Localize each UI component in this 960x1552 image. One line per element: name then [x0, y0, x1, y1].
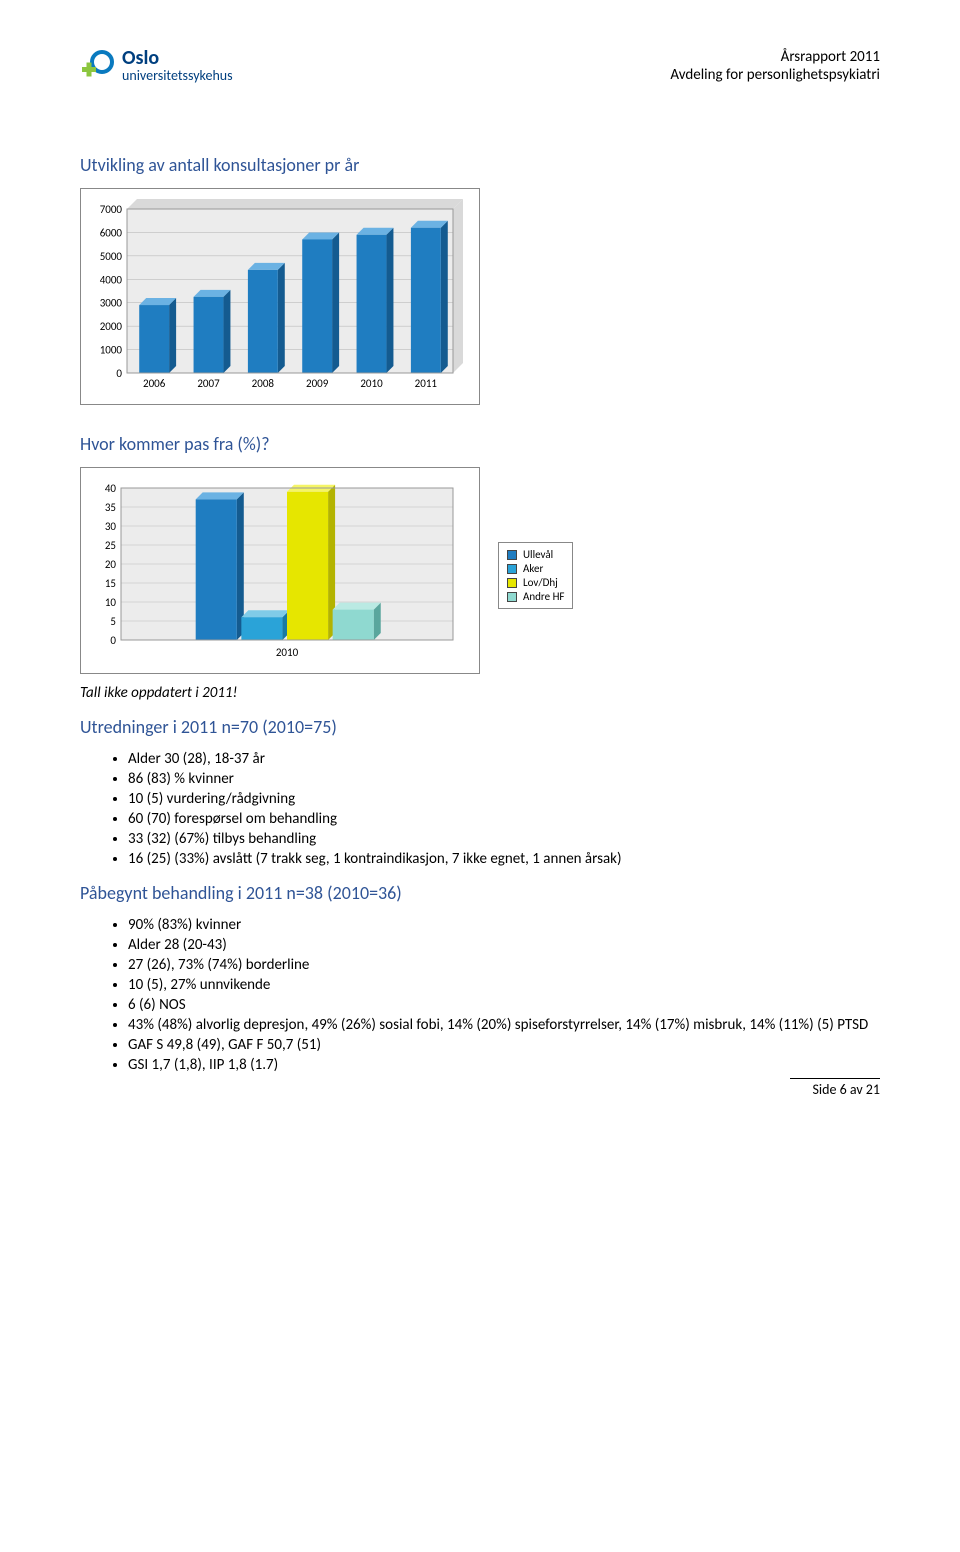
svg-text:20: 20: [105, 558, 117, 571]
page-footer: Side 6 av 21: [790, 1078, 880, 1098]
legend-swatch-icon: [507, 592, 517, 602]
footer-rule: [790, 1078, 880, 1079]
chart1-svg: 0 1000 2000 3000 4000 5000 6000 7000 2006 2007 200…: [87, 195, 467, 395]
svg-text:1000: 1000: [100, 344, 123, 357]
section3-list: Alder 30 (28), 18-37 år 86 (83) % kvinner…: [80, 750, 880, 868]
svg-text:2010: 2010: [276, 646, 299, 659]
svg-text:25: 25: [105, 539, 116, 552]
svg-text:2009: 2009: [306, 377, 329, 390]
page-number: Side 6 av 21: [812, 1081, 880, 1098]
chart-consultations: 0 1000 2000 3000 4000 5000 6000 7000 2006 2007 200…: [80, 188, 480, 405]
legend-label: Ullevål: [523, 548, 553, 561]
list-item: 60 (70) forespørsel om behandling: [128, 810, 880, 828]
list-item: Alder 30 (28), 18-37 år: [128, 750, 880, 768]
svg-text:2010: 2010: [360, 377, 383, 390]
legend-swatch-icon: [507, 550, 517, 560]
section2-note: Tall ikke oppdatert i 2011!: [80, 684, 880, 702]
list-item: Alder 28 (20-43): [128, 936, 880, 954]
svg-text:2006: 2006: [143, 377, 166, 390]
svg-text:0: 0: [110, 634, 116, 647]
legend-item: Andre HF: [507, 590, 564, 603]
legend-item: Ullevål: [507, 548, 564, 561]
list-item: 86 (83) % kvinner: [128, 770, 880, 788]
chart1-frame: 0 1000 2000 3000 4000 5000 6000 7000 2006 2007 200…: [80, 188, 480, 405]
svg-text:2007: 2007: [197, 377, 220, 390]
svg-text:30: 30: [105, 520, 117, 533]
section3-title: Utredninger i 2011 n=70 (2010=75): [80, 716, 880, 738]
section4-title: Påbegynt behandling i 2011 n=38 (2010=36…: [80, 882, 880, 904]
logo-line1: Oslo: [122, 48, 233, 68]
svg-text:7000: 7000: [100, 203, 123, 216]
svg-text:3000: 3000: [100, 297, 123, 310]
list-item: 6 (6) NOS: [128, 996, 880, 1014]
svg-text:5000: 5000: [100, 250, 123, 263]
svg-text:40: 40: [105, 482, 117, 495]
legend-item: Lov/Dhj: [507, 576, 564, 589]
legend-label: Lov/Dhj: [523, 576, 558, 589]
legend-label: Aker: [523, 562, 543, 575]
section4-list: 90% (83%) kvinner Alder 28 (20-43) 27 (26)…: [80, 916, 880, 1074]
list-item: 10 (5) vurdering/rådgivning: [128, 790, 880, 808]
section1-title: Utvikling av antall konsultasjoner pr år: [80, 154, 880, 176]
svg-text:15: 15: [105, 577, 116, 590]
chart2-frame: 0 5 10 15 20 25 30 35 40 2010: [80, 467, 480, 674]
department-name: Avdeling for personlighetspsykiatri: [670, 66, 880, 84]
chart2-legend: UllevålAkerLov/DhjAndre HF: [498, 542, 573, 609]
chart-origin: 0 5 10 15 20 25 30 35 40 2010: [80, 467, 480, 674]
list-item: GSI 1,7 (1,8), IIP 1,8 (1.7): [128, 1056, 880, 1074]
logo: Oslo universitetssykehus: [80, 48, 233, 83]
list-item: GAF S 49,8 (49), GAF F 50,7 (51): [128, 1036, 880, 1054]
list-item: 90% (83%) kvinner: [128, 916, 880, 934]
page-header: Oslo universitetssykehus Årsrapport 2011…: [80, 48, 880, 84]
svg-text:4000: 4000: [100, 273, 123, 286]
svg-text:0: 0: [116, 367, 122, 380]
report-title: Årsrapport 2011: [670, 48, 880, 66]
list-item: 43% (48%) alvorlig depresjon, 49% (26%) …: [128, 1016, 880, 1034]
svg-text:5: 5: [110, 615, 116, 628]
logo-text: Oslo universitetssykehus: [122, 48, 233, 83]
list-item: 33 (32) (67%) tilbys behandling: [128, 830, 880, 848]
hospital-logo-icon: [80, 49, 114, 83]
list-item: 10 (5), 27% unnvikende: [128, 976, 880, 994]
chart2-row: 0 5 10 15 20 25 30 35 40 2010 UllevålAkerLov/DhjA…: [80, 467, 880, 684]
list-item: 16 (25) (33%) avslått (7 trakk seg, 1 ko…: [128, 850, 880, 868]
chart2-svg: 0 5 10 15 20 25 30 35 40 2010: [87, 474, 467, 664]
legend-item: Aker: [507, 562, 564, 575]
svg-text:10: 10: [105, 596, 117, 609]
list-item: 27 (26), 73% (74%) borderline: [128, 956, 880, 974]
svg-text:35: 35: [105, 501, 116, 514]
svg-text:6000: 6000: [100, 226, 123, 239]
legend-label: Andre HF: [523, 590, 564, 603]
svg-text:2000: 2000: [100, 320, 123, 333]
legend-swatch-icon: [507, 578, 517, 588]
section2-title: Hvor kommer pas fra (%)?: [80, 433, 880, 455]
header-right: Årsrapport 2011 Avdeling for personlighe…: [670, 48, 880, 84]
legend-swatch-icon: [507, 564, 517, 574]
logo-line2: universitetssykehus: [122, 68, 233, 83]
svg-text:2008: 2008: [252, 377, 275, 390]
svg-text:2011: 2011: [415, 377, 438, 390]
